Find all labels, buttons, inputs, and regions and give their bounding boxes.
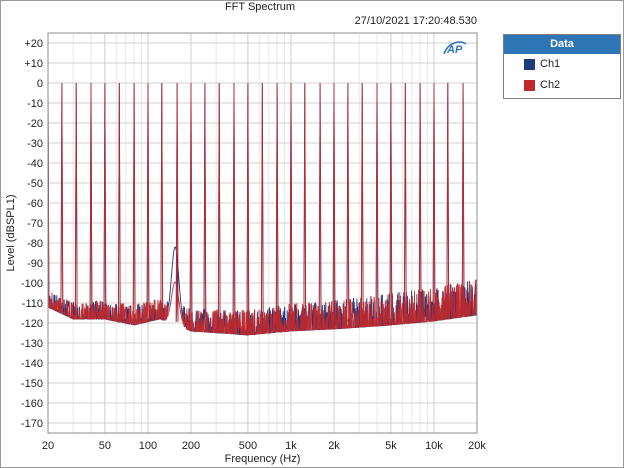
chart-timestamp: 27/10/2021 17:20:48.530	[354, 15, 477, 27]
legend: Data Ch1 Ch2	[503, 34, 621, 99]
legend-item-ch1[interactable]: Ch1	[504, 54, 620, 75]
x-tick-label: 1k	[285, 440, 297, 452]
y-tick-label: -40	[27, 158, 43, 170]
x-tick-label: 500	[239, 440, 257, 452]
x-tick-label: 20	[42, 440, 54, 452]
y-tick-label: -10	[27, 98, 43, 110]
y-tick-label: -120	[21, 318, 43, 330]
y-tick-label: -160	[21, 398, 43, 410]
x-tick-label: 50	[99, 440, 111, 452]
legend-swatch-ch2	[524, 80, 535, 91]
plot-border	[47, 32, 478, 434]
x-tick-label: 2k	[328, 440, 340, 452]
y-tick-label: -20	[27, 118, 43, 130]
x-tick-label: 100	[139, 440, 157, 452]
y-tick-label: -60	[27, 198, 43, 210]
series-line-ch2	[48, 82, 477, 336]
y-tick-label: -80	[27, 238, 43, 250]
y-tick-label: -50	[27, 178, 43, 190]
y-tick-label: +10	[24, 58, 43, 70]
y-tick-label: -150	[21, 378, 43, 390]
y-tick-label: -170	[21, 418, 43, 430]
y-tick-label: -130	[21, 338, 43, 350]
y-axis-label: Level (dBSPL1)	[5, 194, 17, 271]
legend-item-ch2[interactable]: Ch2	[504, 75, 620, 96]
legend-label-ch1: Ch1	[540, 58, 561, 70]
x-tick-label: 200	[182, 440, 200, 452]
ap-logo-text: AP	[446, 44, 463, 56]
y-tick-label: +20	[24, 38, 43, 50]
y-tick-label: -140	[21, 358, 43, 370]
x-tick-label: 20k	[468, 440, 486, 452]
y-tick-label: -70	[27, 218, 43, 230]
x-tick-label: 10k	[425, 440, 443, 452]
chart-title: FFT Spectrum	[224, 1, 296, 13]
legend-label-ch2: Ch2	[540, 79, 561, 91]
y-tick-label: -30	[27, 138, 43, 150]
x-axis-label: Frequency (Hz)	[225, 453, 301, 465]
y-tick-label: -110	[22, 298, 43, 310]
y-tick-label: -100	[21, 278, 43, 290]
x-tick-label: 5k	[385, 440, 397, 452]
legend-title: Data	[504, 35, 620, 54]
y-tick-label: 0	[37, 78, 43, 90]
legend-swatch-ch1	[524, 59, 535, 70]
ap-logo: AP	[442, 40, 468, 56]
y-tick-label: -90	[27, 258, 43, 270]
